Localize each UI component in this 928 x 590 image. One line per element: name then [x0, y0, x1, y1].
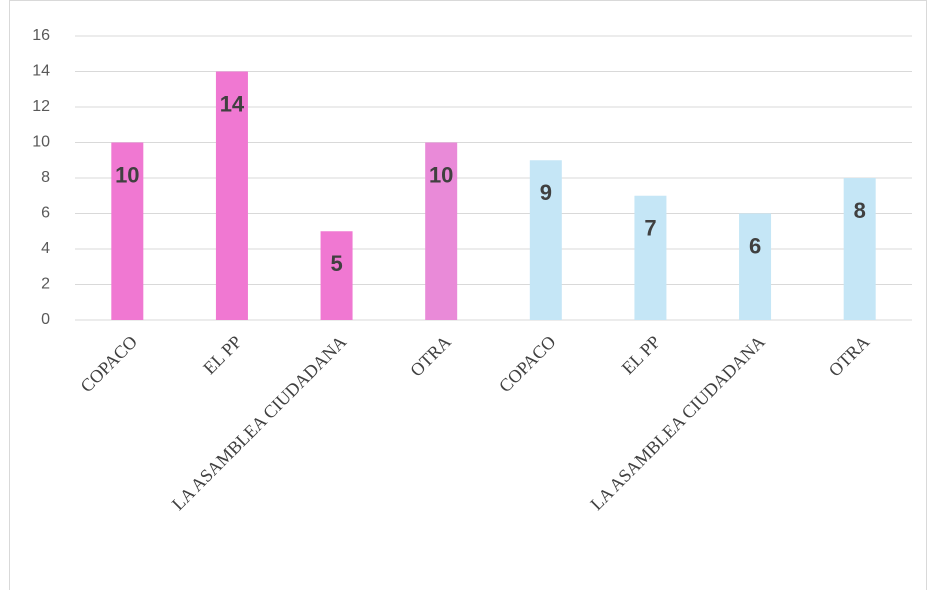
- x-tick-label: COPACO: [495, 332, 560, 397]
- y-tick-label: 4: [41, 240, 50, 257]
- bar: [739, 213, 772, 320]
- data-label: 14: [220, 91, 245, 116]
- bar: [320, 231, 353, 320]
- y-tick-label: 14: [32, 63, 50, 80]
- y-tick-label: 6: [41, 205, 50, 222]
- bar: [215, 71, 248, 320]
- x-tick-label: LA ASAMBLEA CIUDADANA: [586, 332, 768, 514]
- data-label: 10: [115, 162, 139, 187]
- data-label: 7: [644, 216, 656, 241]
- x-tick-label: OTRA: [406, 332, 455, 381]
- data-label: 10: [429, 162, 453, 187]
- bar: [425, 142, 458, 320]
- data-label: 9: [540, 180, 552, 205]
- bar: [111, 142, 144, 320]
- x-tick-label: EL PP: [199, 332, 246, 379]
- y-tick-label: 2: [41, 276, 50, 293]
- y-tick-label: 10: [32, 134, 50, 151]
- bar: [843, 178, 876, 320]
- bar: [529, 160, 562, 320]
- x-tick-label: EL PP: [618, 332, 665, 379]
- x-tick-label: LA ASAMBLEA CIUDADANA: [168, 332, 350, 514]
- chart-frame: [9, 0, 927, 590]
- data-label: 5: [330, 251, 342, 276]
- x-tick-label: COPACO: [76, 332, 141, 397]
- y-tick-label: 12: [32, 98, 50, 115]
- y-tick-label: 8: [41, 169, 50, 186]
- y-tick-label: 16: [32, 27, 50, 44]
- data-label: 6: [749, 233, 761, 258]
- y-tick-label: 0: [41, 311, 50, 328]
- x-tick-label: OTRA: [825, 332, 874, 381]
- data-label: 8: [854, 198, 866, 223]
- bar: [634, 195, 667, 320]
